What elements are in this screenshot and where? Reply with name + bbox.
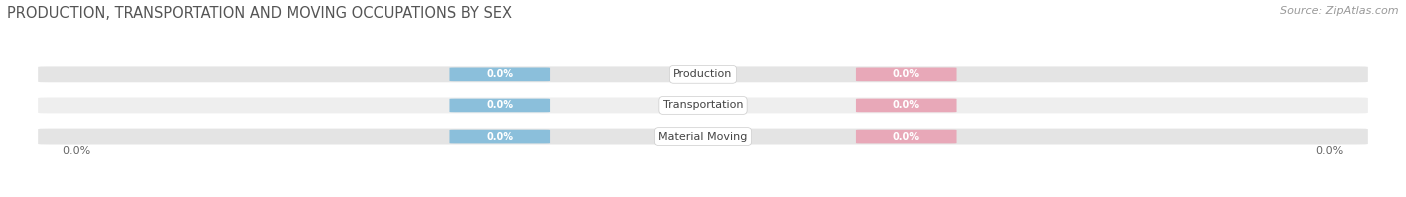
FancyBboxPatch shape xyxy=(38,98,1368,113)
Text: 0.0%: 0.0% xyxy=(486,132,513,142)
Text: 0.0%: 0.0% xyxy=(62,147,90,156)
Text: Transportation: Transportation xyxy=(662,100,744,111)
Text: Production: Production xyxy=(673,69,733,79)
FancyBboxPatch shape xyxy=(856,68,956,81)
Text: 0.0%: 0.0% xyxy=(1316,147,1344,156)
FancyBboxPatch shape xyxy=(450,130,550,143)
Text: 0.0%: 0.0% xyxy=(486,100,513,111)
FancyBboxPatch shape xyxy=(856,99,956,112)
Text: Material Moving: Material Moving xyxy=(658,132,748,142)
FancyBboxPatch shape xyxy=(856,130,956,143)
Text: Source: ZipAtlas.com: Source: ZipAtlas.com xyxy=(1281,6,1399,16)
Text: 0.0%: 0.0% xyxy=(486,69,513,79)
FancyBboxPatch shape xyxy=(38,129,1368,144)
Text: 0.0%: 0.0% xyxy=(893,132,920,142)
FancyBboxPatch shape xyxy=(450,68,550,81)
FancyBboxPatch shape xyxy=(450,99,550,112)
Text: 0.0%: 0.0% xyxy=(893,69,920,79)
FancyBboxPatch shape xyxy=(38,66,1368,82)
Text: PRODUCTION, TRANSPORTATION AND MOVING OCCUPATIONS BY SEX: PRODUCTION, TRANSPORTATION AND MOVING OC… xyxy=(7,6,512,21)
Text: 0.0%: 0.0% xyxy=(893,100,920,111)
